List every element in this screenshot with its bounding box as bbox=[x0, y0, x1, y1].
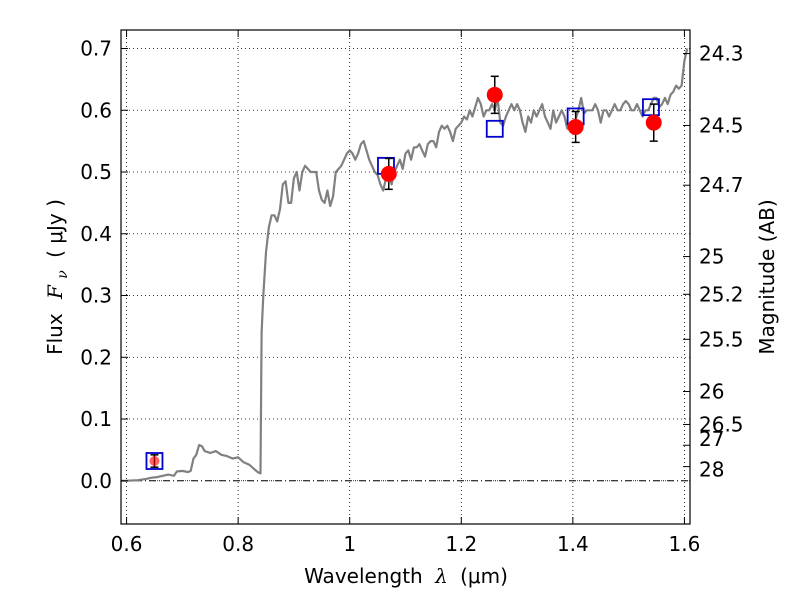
y-axis-label-subscript: ν bbox=[55, 270, 71, 279]
x-axis-label: Wavelength λ (μm) bbox=[304, 564, 508, 588]
y-tick-label: 0.7 bbox=[80, 37, 112, 61]
x-tick-label: 1 bbox=[343, 532, 356, 556]
model-spectrum-line bbox=[121, 48, 689, 482]
model-photometry-square bbox=[145, 452, 164, 470]
x-tick-label: 0.6 bbox=[111, 532, 143, 556]
magnitude-tick-label: 26 bbox=[699, 380, 724, 404]
x-axis-label-symbol: λ bbox=[434, 564, 448, 588]
y-axis-label-symbol: F bbox=[43, 284, 67, 300]
y-tick-label: 0.4 bbox=[80, 222, 112, 246]
observed-flux-point bbox=[380, 165, 397, 182]
magnitude-tick-label: 24.5 bbox=[699, 113, 744, 137]
observed-flux-point bbox=[567, 118, 584, 135]
magnitude-tick-label: 24.7 bbox=[699, 173, 744, 197]
y-tick-label: 0.2 bbox=[80, 345, 112, 369]
observed-flux-point bbox=[149, 456, 160, 467]
y-tick-label: 0.1 bbox=[80, 407, 112, 431]
y-tick-label: 0.5 bbox=[80, 160, 112, 184]
magnitude-tick-label: 28 bbox=[699, 458, 724, 482]
y-axis-label-text: Flux bbox=[43, 313, 67, 355]
magnitude-tick-label: 25.2 bbox=[699, 282, 744, 306]
observed-flux-point bbox=[486, 86, 503, 103]
magnitude-axis-ticks: 24.3 24.5 24.7 25 25.2 25.5 26 26.527 28 bbox=[683, 42, 744, 482]
y-tick-label: 0.0 bbox=[80, 469, 112, 493]
y-axis-label: Flux F ν ( μJy ) bbox=[43, 199, 72, 355]
x-tick-label: 1.2 bbox=[445, 532, 477, 556]
x-tick-label: 0.8 bbox=[222, 532, 254, 556]
magnitude-tick-label: 26.5 bbox=[699, 412, 744, 436]
plot-area bbox=[121, 48, 689, 482]
observed-flux-point bbox=[645, 114, 662, 131]
x-tick-label: 1.4 bbox=[557, 532, 589, 556]
x-axis-label-unit: (μm) bbox=[460, 564, 508, 588]
x-tick-label: 1.6 bbox=[669, 532, 701, 556]
x-axis-ticks: 0.6 0.8 1 1.2 1.4 1.6 bbox=[111, 30, 701, 556]
y-axis-label-unit: ( μJy ) bbox=[43, 199, 67, 258]
axes-frame bbox=[120, 29, 691, 525]
magnitude-axis-label: Magnitude (AB) bbox=[755, 199, 779, 354]
y-tick-label: 0.6 bbox=[80, 98, 112, 122]
model-photometry-square bbox=[485, 119, 504, 138]
magnitude-tick-label: 25 bbox=[699, 245, 724, 269]
x-axis-label-text: Wavelength bbox=[304, 564, 423, 588]
y-axis-ticks: 0.0 0.1 0.2 0.3 0.4 0.5 0.6 0.7 bbox=[80, 37, 128, 493]
magnitude-tick-label: 25.5 bbox=[699, 327, 744, 351]
y-tick-label: 0.3 bbox=[80, 284, 112, 308]
magnitude-tick-label: 27 bbox=[699, 427, 724, 451]
magnitude-tick-label: 24.3 bbox=[699, 42, 744, 66]
